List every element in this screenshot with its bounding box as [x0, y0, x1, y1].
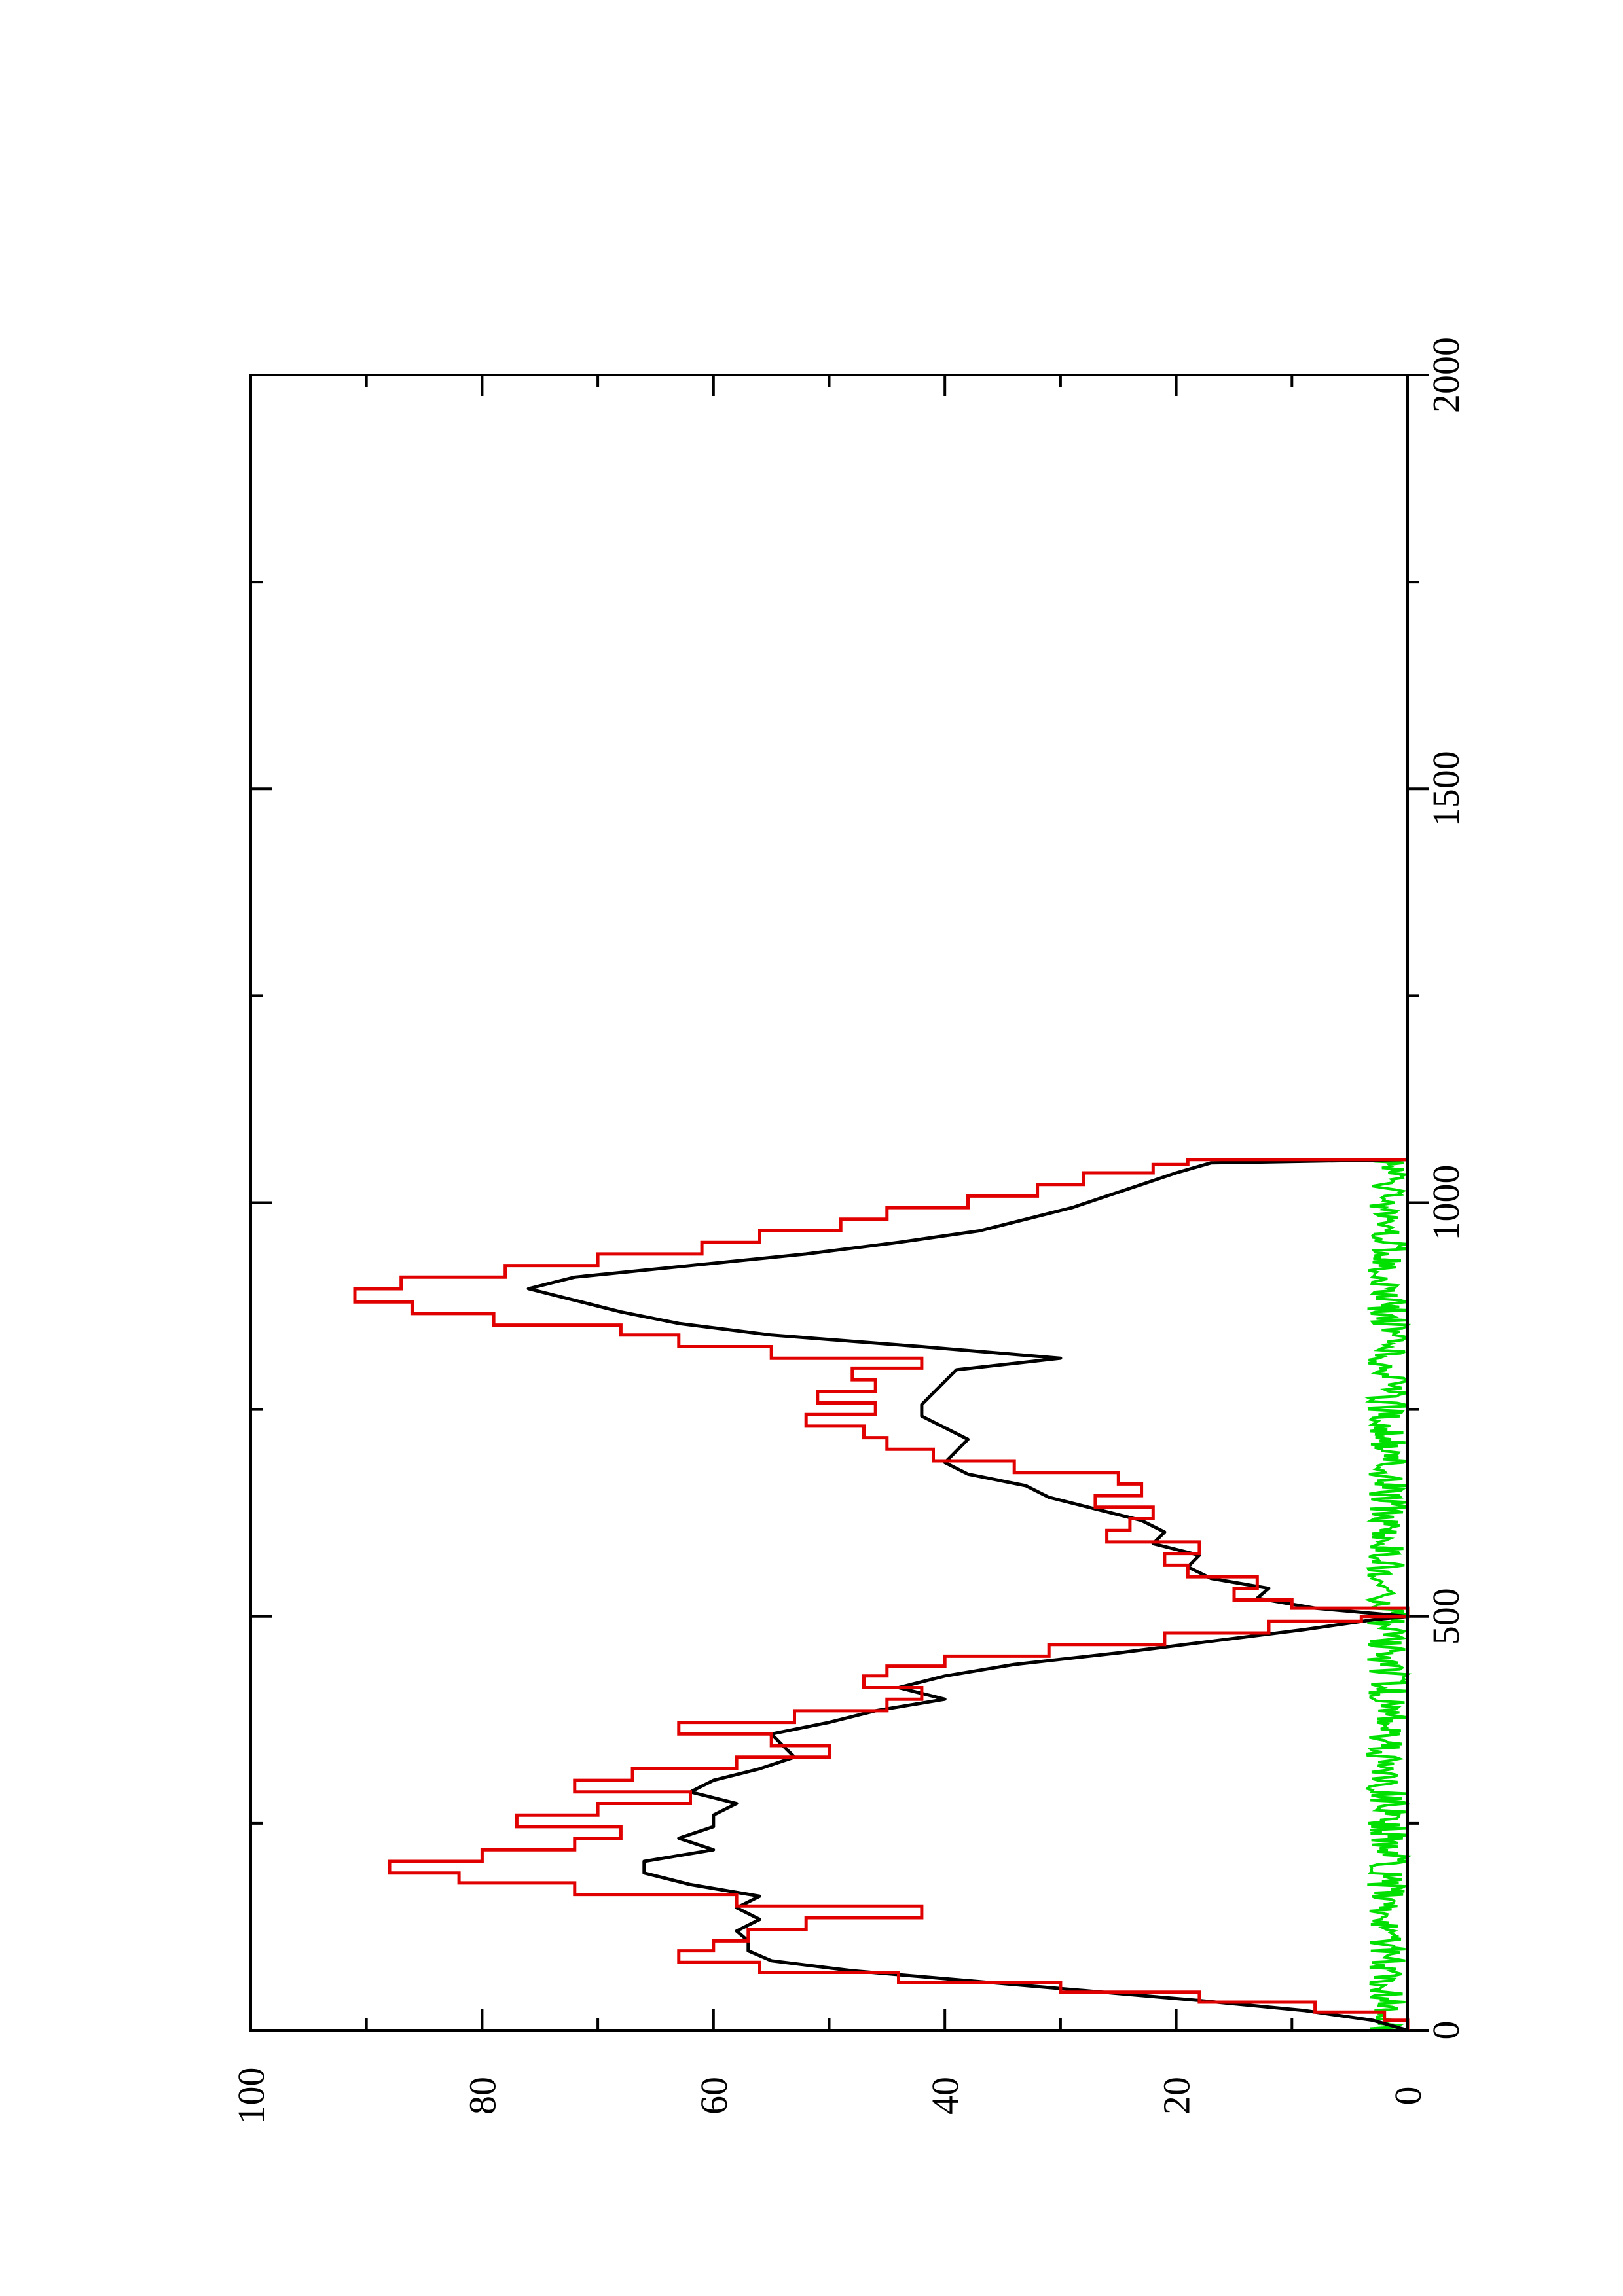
- x-tick-label: 2000: [1425, 337, 1467, 413]
- series-green-line: [1363, 1158, 1412, 2032]
- x-tick-label: 1000: [1425, 1165, 1467, 1241]
- plot-frame: [249, 374, 1409, 2032]
- series-red-line: [353, 1158, 1410, 2030]
- y-tick-label: 20: [1156, 2077, 1198, 2115]
- y-tick-label: 100: [230, 2068, 272, 2125]
- y-tick-label: 80: [461, 2077, 503, 2115]
- minor-ticks: [251, 375, 1419, 2030]
- major-ticks: [249, 374, 1429, 2032]
- y-tick-label: 60: [693, 2077, 735, 2115]
- x-tick-label: 1500: [1425, 751, 1467, 827]
- series-black-line: [526, 1158, 1410, 2032]
- y-tick-label: 40: [924, 2077, 966, 2115]
- plot-series: [353, 1158, 1412, 2032]
- y-tick-label: 0: [1387, 2087, 1429, 2106]
- x-tick-label: 500: [1425, 1588, 1467, 1645]
- tick-labels: 0 500 1000 1500 2000 0 20 40 60 80 100: [230, 337, 1467, 2125]
- x-tick-label: 0: [1425, 2021, 1467, 2040]
